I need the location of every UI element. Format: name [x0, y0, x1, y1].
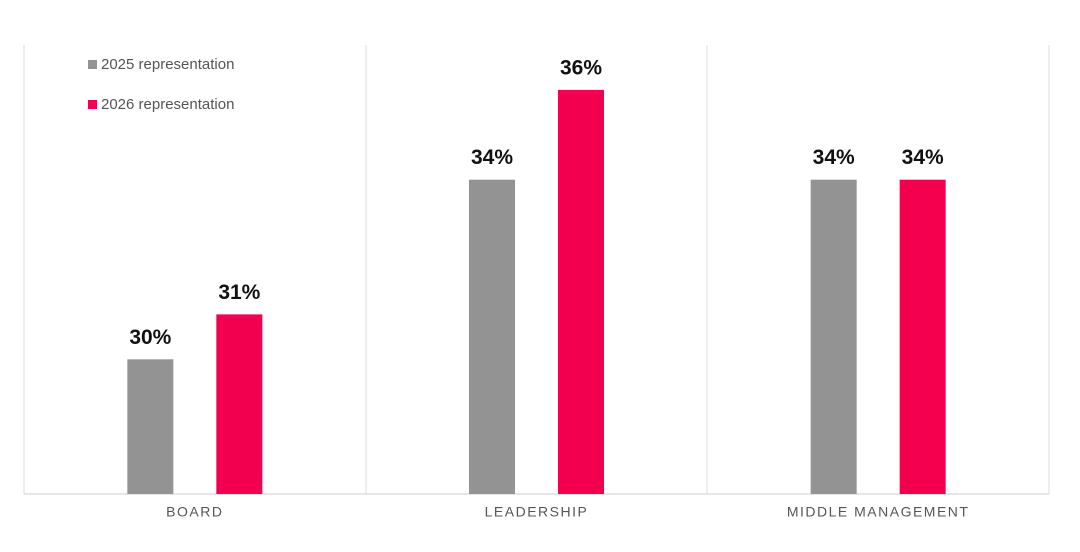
legend-label: 2026 representation: [101, 96, 234, 113]
value-label: 34%: [471, 146, 513, 169]
legend-swatch: [88, 100, 97, 109]
x-tick-label: LEADERSHIP: [485, 504, 589, 520]
x-tick-label: MIDDLE MANAGEMENT: [787, 504, 970, 520]
frame: [23, 45, 1050, 495]
value-label: 31%: [218, 281, 260, 304]
bar: [469, 179, 515, 494]
legend-label: 2025 representation: [101, 56, 234, 73]
value-label: 34%: [902, 146, 944, 169]
value-label: 30%: [129, 326, 171, 349]
bar: [899, 179, 946, 494]
x-tick-label: BOARD: [166, 504, 223, 520]
bar: [216, 314, 263, 494]
value-label: 34%: [813, 146, 855, 169]
bar: [810, 179, 857, 494]
bar: [127, 359, 174, 494]
legend-swatch: [88, 60, 97, 69]
bar: [558, 89, 604, 495]
value-label: 36%: [560, 56, 602, 79]
